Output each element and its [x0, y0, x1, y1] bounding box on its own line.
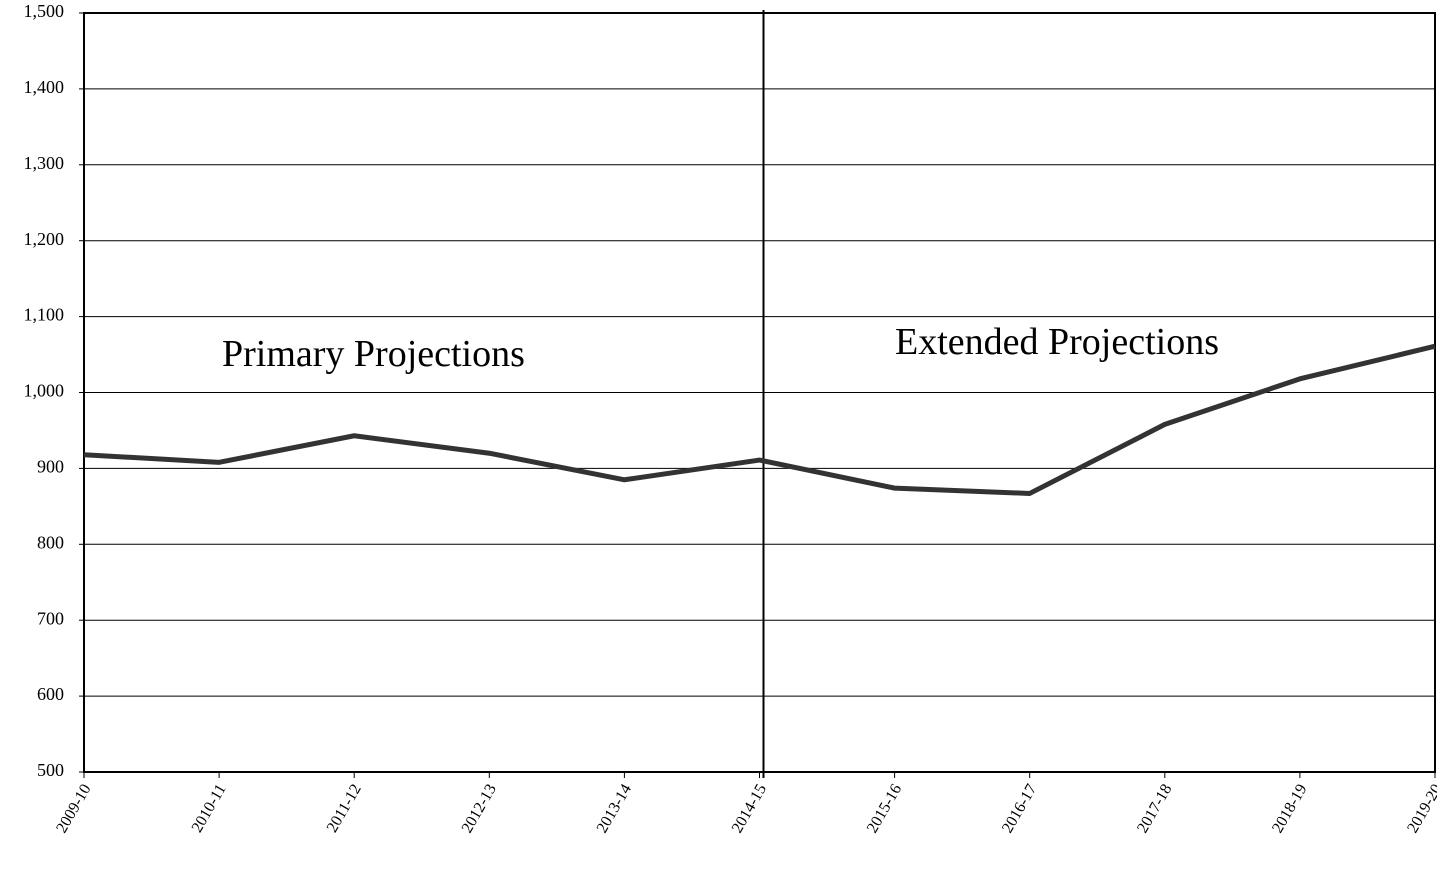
x-tick-label: 2018-19 [1269, 781, 1310, 836]
y-tick-label: 500 [37, 760, 64, 780]
x-tick-label: 2012-13 [459, 781, 500, 836]
y-tick-label: 900 [37, 457, 64, 477]
y-tick-label: 1,500 [24, 1, 65, 21]
x-tick-label: 2011-12 [324, 781, 365, 835]
annotation: Extended Projections [895, 321, 1219, 363]
x-tick-label: 2010-11 [189, 781, 230, 835]
x-tick-label: 2017-18 [1134, 781, 1175, 836]
line [83, 343, 1436, 496]
y-tick-label: 1,200 [24, 229, 65, 249]
y-tick-label: 1,100 [24, 305, 65, 325]
y-tick-label: 1,300 [24, 153, 65, 173]
y-tick-label: 800 [37, 532, 64, 552]
y-tick-label: 1,000 [24, 381, 65, 401]
y-tick-label: 600 [37, 684, 64, 704]
annotation: Primary Projections [222, 333, 525, 375]
x-tick-label: 2019-20 [1404, 781, 1437, 836]
x-tick-label: 2015-16 [864, 781, 905, 836]
y-tick-label: 700 [37, 608, 64, 628]
x-tick-label: 2009-10 [53, 781, 94, 836]
y-tick-label: 1,400 [24, 77, 65, 97]
x-tick-label: 2016-17 [999, 781, 1040, 836]
x-tick-label: 2013-14 [594, 781, 635, 836]
x-tick-label: 2014-15 [729, 781, 770, 836]
